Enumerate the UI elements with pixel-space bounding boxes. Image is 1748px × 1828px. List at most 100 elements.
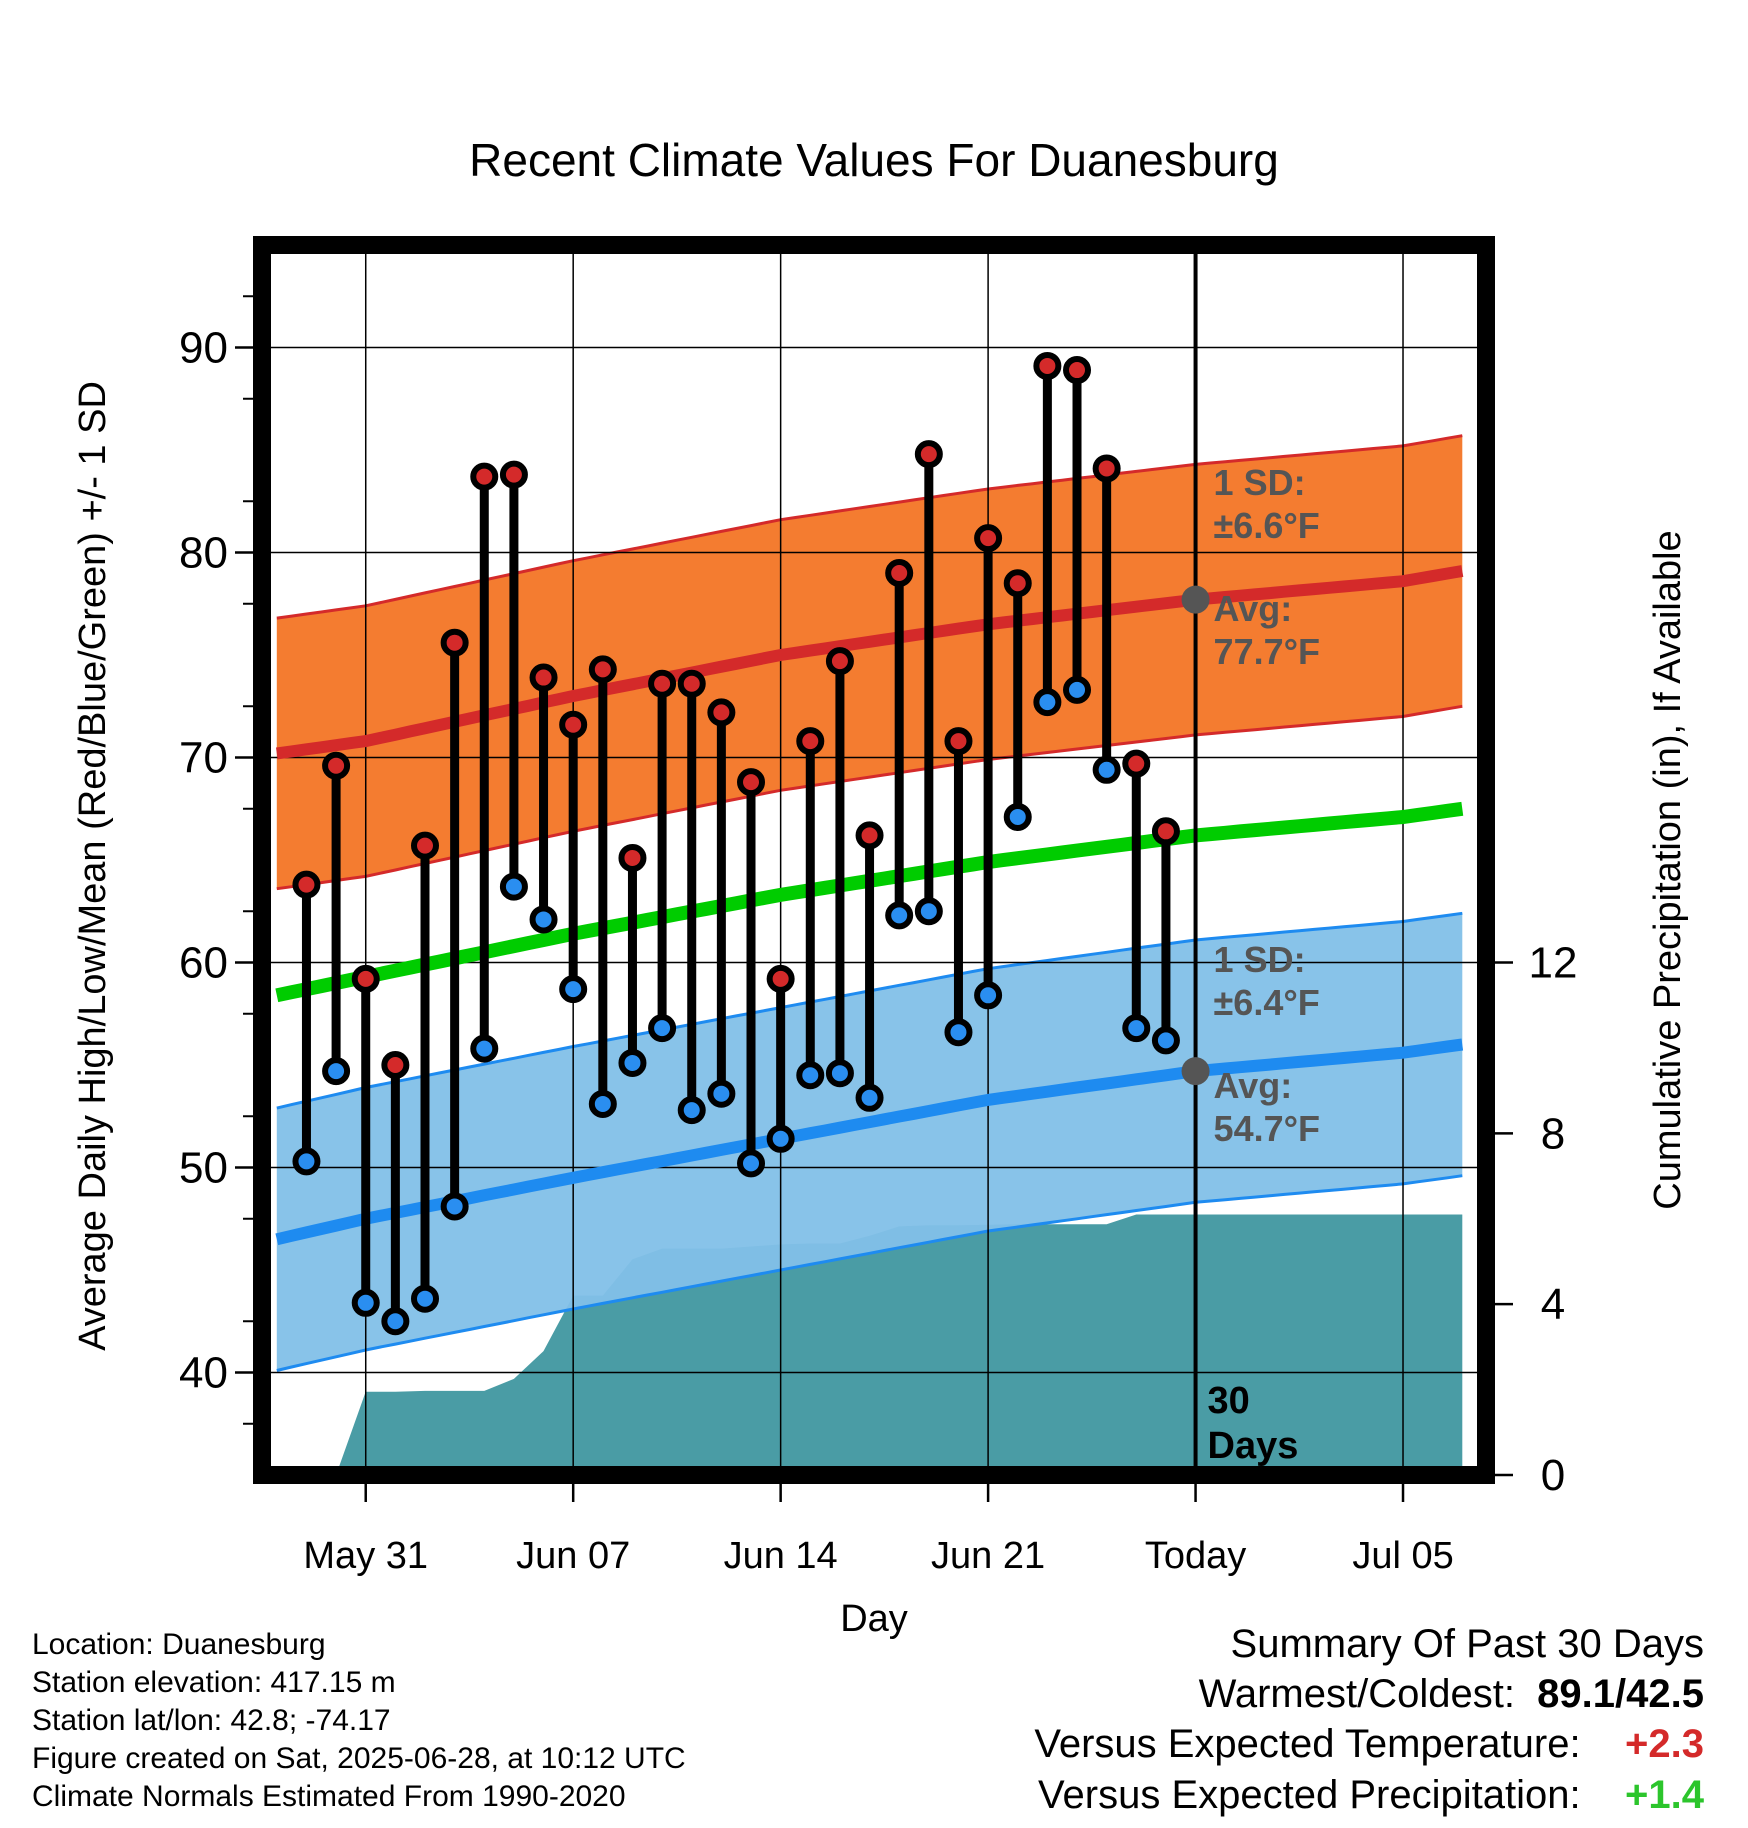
daily-low-point xyxy=(1151,1026,1180,1055)
daily-low-point xyxy=(914,897,943,926)
daily-high-point xyxy=(944,727,973,756)
y-tick-label: 70 xyxy=(179,734,228,783)
temp-value: +2.3 xyxy=(1625,1722,1704,1766)
warm-cold-label: Warmest/Coldest: xyxy=(1198,1672,1515,1716)
daily-high-point xyxy=(618,843,647,872)
x-tick-label: May 31 xyxy=(303,1535,428,1577)
created-text: Figure created on Sat, 2025-06-28, at 10… xyxy=(32,1742,686,1775)
daily-high-point xyxy=(1151,817,1180,846)
daily-low-point xyxy=(1092,755,1121,784)
daily-low-point xyxy=(1003,802,1032,831)
daily-low-point xyxy=(588,1089,617,1118)
daily-high-point xyxy=(707,698,736,727)
latlon-text: Station lat/lon: 42.8; -74.17 xyxy=(32,1704,391,1737)
daily-high-point xyxy=(322,751,351,780)
daily-low-point xyxy=(825,1059,854,1088)
daily-high-point xyxy=(648,669,677,698)
daily-low-point xyxy=(1063,675,1092,704)
daily-low-point xyxy=(885,901,914,930)
daily-high-point xyxy=(914,440,943,469)
y2-tick-label: 12 xyxy=(1529,939,1578,988)
y2-tick-label: 4 xyxy=(1541,1280,1565,1329)
high-avg-annotation-line-2: 77.7°F xyxy=(1214,631,1320,672)
daily-low-point xyxy=(737,1149,766,1178)
daily-low-point xyxy=(677,1096,706,1125)
low-avg-annotation-line-1: Avg: xyxy=(1214,1065,1293,1106)
daily-high-point xyxy=(974,524,1003,553)
x-tick-label: Jun 14 xyxy=(724,1535,838,1577)
y-tick-label: 60 xyxy=(179,939,228,988)
today-label-line-1: 30 xyxy=(1208,1380,1250,1422)
daily-low-point xyxy=(529,905,558,934)
daily-low-point xyxy=(351,1288,380,1317)
daily-high-point xyxy=(440,628,469,657)
daily-high-point xyxy=(1063,356,1092,385)
daily-high-point xyxy=(351,964,380,993)
daily-low-point xyxy=(381,1307,410,1336)
daily-low-point xyxy=(292,1147,321,1176)
daily-low-point xyxy=(855,1083,884,1112)
summary-precipitation: Versus Expected Precipitation: +1.4 xyxy=(1038,1773,1704,1818)
daily-high-point xyxy=(411,831,440,860)
daily-low-point xyxy=(766,1124,795,1153)
station-info: Location: Duanesburg Station elevation: … xyxy=(32,1626,686,1816)
daily-low-point xyxy=(648,1014,677,1043)
high-band-lower-edge xyxy=(276,704,1463,891)
x-tick-label: Jul 05 xyxy=(1352,1535,1453,1577)
daily-low-point xyxy=(796,1061,825,1090)
today-normal-low-marker xyxy=(1181,1057,1210,1086)
high-sd-annotation-line-1: 1 SD: xyxy=(1214,462,1306,503)
summary-warm-cold: Warmest/Coldest: 89.1/42.5 xyxy=(1199,1672,1704,1717)
x-tick-label: Today xyxy=(1145,1535,1246,1577)
normals-text: Climate Normals Estimated From 1990-2020 xyxy=(32,1780,626,1813)
low-sd-annotation-line-2: ±6.4°F xyxy=(1214,982,1320,1023)
summary-title: Summary Of Past 30 Days xyxy=(1231,1622,1704,1667)
y2-tick-label: 8 xyxy=(1541,1109,1565,1158)
warm-cold-value: 89.1/42.5 xyxy=(1537,1672,1704,1716)
chart-title: Recent Climate Values For Duanesburg xyxy=(469,134,1279,186)
daily-high-point xyxy=(1003,569,1032,598)
precip-value: +1.4 xyxy=(1625,1773,1704,1817)
daily-low-point xyxy=(1122,1014,1151,1043)
today-normal-high-marker xyxy=(1181,585,1210,614)
y2-axis-label: Cumulative Precipitation (in), If Availa… xyxy=(1647,530,1689,1209)
daily-low-point xyxy=(944,1018,973,1047)
daily-high-point xyxy=(885,559,914,587)
daily-low-point xyxy=(470,1034,499,1063)
precip-label: Versus Expected Precipitation: xyxy=(1038,1773,1581,1817)
normal-high-line xyxy=(275,565,1464,760)
daily-low-point xyxy=(1033,688,1062,717)
daily-low-point xyxy=(411,1284,440,1313)
x-tick-label: Jun 07 xyxy=(516,1535,630,1577)
daily-low-point xyxy=(499,872,528,901)
daily-high-point xyxy=(470,462,499,491)
daily-high-point xyxy=(796,727,825,756)
today-label-line-2: Days xyxy=(1208,1425,1299,1467)
summary-temperature: Versus Expected Temperature: +2.3 xyxy=(1034,1722,1704,1767)
daily-low-point xyxy=(559,975,588,1004)
x-axis-label: Day xyxy=(840,1598,908,1640)
daily-high-point xyxy=(1092,454,1121,483)
summary-title-text: Summary Of Past 30 Days xyxy=(1230,1622,1704,1666)
daily-high-point xyxy=(766,964,795,993)
daily-high-point xyxy=(559,710,588,739)
y-tick-label: 50 xyxy=(179,1144,228,1193)
daily-high-point xyxy=(1033,351,1062,380)
daily-low-point xyxy=(974,981,1003,1010)
daily-high-point xyxy=(381,1051,410,1079)
x-tick-label: Jun 21 xyxy=(931,1535,1045,1577)
y-tick-label: 90 xyxy=(179,324,228,373)
daily-high-point xyxy=(588,655,617,684)
daily-low-point xyxy=(322,1057,351,1086)
high-band-upper-edge xyxy=(276,434,1463,620)
daily-low-point xyxy=(707,1079,736,1108)
low-avg-annotation-line-2: 54.7°F xyxy=(1214,1108,1320,1149)
daily-high-point xyxy=(529,663,558,692)
daily-high-point xyxy=(1122,749,1151,778)
daily-high-point xyxy=(737,768,766,797)
high-sd-annotation-line-2: ±6.6°F xyxy=(1214,505,1320,546)
daily-high-point xyxy=(677,669,706,698)
